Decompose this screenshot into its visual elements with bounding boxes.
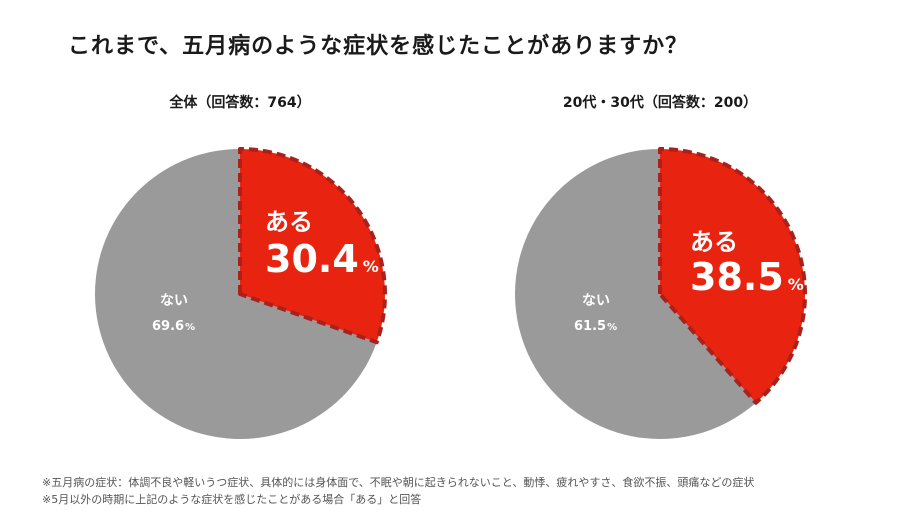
pie-chart-all: ある 30.4% ない 69.6% xyxy=(94,147,387,439)
pie-1-subtitle: 全体（回答数：764） xyxy=(169,95,311,111)
pie-1-slice-no xyxy=(94,149,377,439)
pie-2-slice-yes xyxy=(658,147,807,405)
pie-2-slice-no xyxy=(515,149,756,439)
pie-1-slice-yes xyxy=(238,147,387,345)
chart-title: これまで、五月病のような症状を感じたことがありますか？ xyxy=(68,34,689,59)
pie-1-no-label: ない xyxy=(160,293,188,309)
pie-2-no-label: ない xyxy=(582,293,610,309)
footnote-answer-rule: ※5月以外の時期に上記のような症状を感じたことがある場合「ある」と回答 xyxy=(42,493,422,506)
pie-1-no-value: 69.6% xyxy=(152,319,195,334)
pie-2-no-value: 61.5% xyxy=(574,319,617,334)
pie-2-yes-label: ある xyxy=(690,228,738,256)
pie-1-yes-label: ある xyxy=(265,208,313,236)
pie-1-yes-value: 30.4% xyxy=(265,237,379,281)
footnote-symptoms: ※五月病の症状：体調不良や軽いうつ症状、具体的には身体面で、不眠や朝に起きられな… xyxy=(42,476,755,489)
pie-2-subtitle: 20代・30代（回答数：200） xyxy=(562,95,758,111)
pie-chart-20s-30s: ある 38.5% ない 61.5% xyxy=(515,147,807,439)
pie-2-yes-value: 38.5% xyxy=(690,255,804,299)
